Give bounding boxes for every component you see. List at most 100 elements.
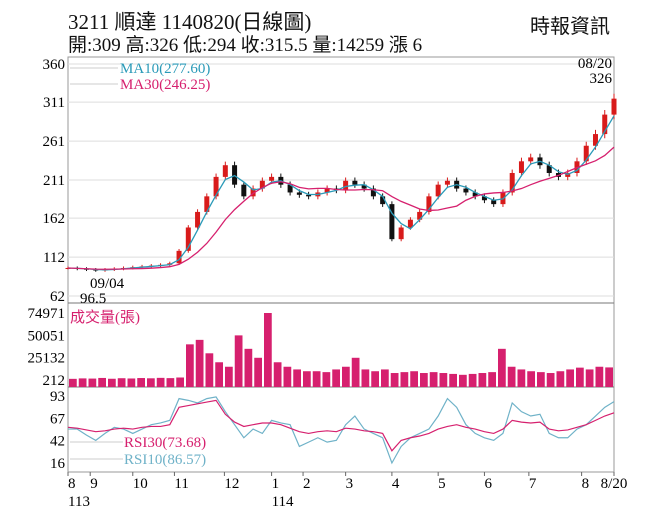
volume-bar xyxy=(176,377,184,387)
candle xyxy=(241,184,247,197)
volume-bar xyxy=(234,335,243,387)
y-tick-label: 42 xyxy=(50,433,65,449)
ma30-line xyxy=(67,146,615,270)
candle xyxy=(287,184,293,193)
candle xyxy=(352,180,358,185)
ohlc-summary: 開:309 高:326 低:294 收:315.5 量:14259 漲 6 xyxy=(68,35,423,56)
y-tick-label: 311 xyxy=(43,95,65,111)
candle xyxy=(444,180,450,185)
candle xyxy=(518,161,524,173)
candle xyxy=(306,194,312,197)
year-label: 113 xyxy=(68,494,90,510)
y-tick-label: 212 xyxy=(43,373,66,389)
candle xyxy=(380,196,386,205)
candle xyxy=(472,192,478,197)
y-tick-label: 67 xyxy=(50,412,66,428)
volume-bar xyxy=(303,371,311,387)
x-tick-label: 10 xyxy=(133,476,148,492)
candle xyxy=(611,98,617,115)
candle xyxy=(176,250,182,264)
volume-bar xyxy=(88,378,97,387)
y-tick-label: 62 xyxy=(50,289,65,305)
candle xyxy=(296,192,302,195)
volume-bar xyxy=(322,372,331,387)
candle xyxy=(370,188,376,197)
volume-bar xyxy=(283,366,292,387)
x-tick-label: 6 xyxy=(484,476,492,492)
candle xyxy=(269,176,275,181)
x-tick-label: 5 xyxy=(438,476,446,492)
volume-bar xyxy=(566,369,574,387)
volume-bar xyxy=(351,357,360,387)
candle xyxy=(361,184,367,189)
y-tick-label: 261 xyxy=(43,134,66,150)
chart-title: 3211 順達 1140820(日線圖) xyxy=(68,10,312,34)
low-date-label: 09/04 xyxy=(90,276,125,292)
candle xyxy=(602,114,608,135)
candle xyxy=(509,172,515,193)
rsi10-line xyxy=(68,396,615,465)
volume-bar xyxy=(195,339,204,387)
x-tick-label: 8 xyxy=(582,476,590,492)
volume-bar xyxy=(293,369,301,387)
last-high-label: 326 xyxy=(590,71,613,87)
x-tick-label: 1 xyxy=(272,476,280,492)
candle xyxy=(195,211,201,228)
volume-bar xyxy=(410,371,418,387)
volume-bar xyxy=(537,372,545,387)
x-tick-label: 3 xyxy=(346,476,354,492)
candle xyxy=(463,188,469,193)
legend-rsi30: RSI30(73.68) xyxy=(124,435,206,451)
candle xyxy=(546,165,552,173)
legend-rsi10: RSI10(86.57) xyxy=(124,452,206,468)
candle xyxy=(583,145,589,162)
volume-bar xyxy=(507,366,516,387)
candle xyxy=(435,184,441,197)
volume-bar xyxy=(429,372,438,387)
volume-bar xyxy=(381,369,389,387)
candle xyxy=(259,180,265,189)
x-tick-label: 7 xyxy=(529,476,537,492)
volume-bar xyxy=(273,362,282,387)
volume-bar xyxy=(439,373,448,387)
volume-bar xyxy=(117,378,126,387)
volume-bar xyxy=(244,348,253,387)
volume-bar xyxy=(254,357,262,387)
volume-bar xyxy=(264,313,272,387)
x-tick-label: 8/20 xyxy=(601,476,628,492)
volume-bar xyxy=(585,369,594,387)
legend-ma10: MA10(277.60) xyxy=(120,61,210,77)
candle xyxy=(343,180,349,191)
ma10-line xyxy=(67,115,615,271)
y-tick-label: 162 xyxy=(43,211,66,227)
volume-bar xyxy=(137,378,145,387)
chart-frame xyxy=(67,56,615,473)
low-value-label: 96.5 xyxy=(80,291,106,307)
brand-logo: 時報資訊 xyxy=(530,16,610,38)
volume-bar xyxy=(147,378,155,387)
volume-bar xyxy=(342,366,350,387)
y-tick-label: 74971 xyxy=(28,306,66,322)
candle xyxy=(417,211,423,220)
volume-bar xyxy=(498,348,506,387)
candle xyxy=(213,176,219,197)
candle xyxy=(398,227,404,240)
volume-bar xyxy=(225,366,233,387)
x-tick-label: 4 xyxy=(392,476,400,492)
x-tick-label: 2 xyxy=(303,476,311,492)
volume-bar xyxy=(517,369,526,387)
volume-bar xyxy=(205,353,214,387)
candle xyxy=(185,227,191,251)
candle xyxy=(407,219,413,228)
volume-bar xyxy=(108,378,116,387)
volume-bar xyxy=(371,371,379,387)
x-tick-label: 8 xyxy=(68,476,76,492)
x-tick-label: 12 xyxy=(224,476,239,492)
y-tick-label: 93 xyxy=(50,389,65,405)
candle xyxy=(250,188,256,197)
volume-bar xyxy=(556,371,565,387)
year-label: 114 xyxy=(272,494,294,510)
x-tick-label: 11 xyxy=(174,476,188,492)
candle xyxy=(481,196,487,201)
volume-bar xyxy=(69,378,77,387)
